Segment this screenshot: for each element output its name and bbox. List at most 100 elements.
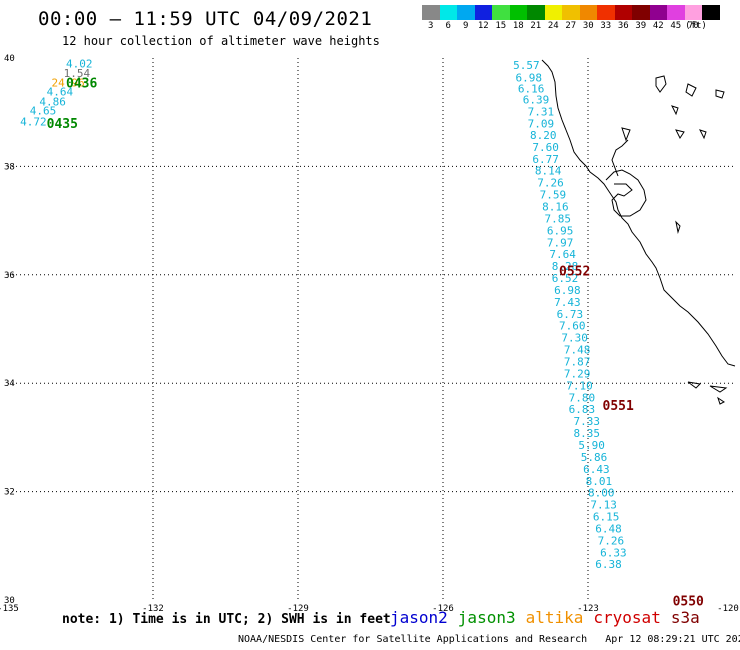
color-swatch xyxy=(457,5,475,20)
color-scale-label: 6 xyxy=(445,21,451,31)
wave-height-value: 1.54 xyxy=(64,67,91,80)
channel-island-2 xyxy=(709,385,728,393)
wave-height-value: 6.98 xyxy=(554,284,581,297)
lake-shape-2 xyxy=(685,83,697,97)
longitude-tick-label: -129 xyxy=(287,604,309,614)
lake-shape-1 xyxy=(655,75,667,93)
wave-height-value: 7.48 xyxy=(564,344,591,357)
map-subtitle: 12 hour collection of altimeter wave hei… xyxy=(62,34,380,48)
lake-shape-7 xyxy=(699,129,707,140)
color-scale-label: 21 xyxy=(530,21,542,31)
coastline xyxy=(541,59,736,405)
color-scale-label: 12 xyxy=(477,21,489,31)
wave-height-value: 7.29 xyxy=(564,367,591,380)
wave-height-value: 7.30 xyxy=(561,332,588,345)
wave-height-value: 4.72 xyxy=(20,115,47,128)
longitude-tick-label: -126 xyxy=(432,604,454,614)
wave-height-value: 7.09 xyxy=(528,118,555,131)
wave-height-value: 6.73 xyxy=(557,308,584,321)
color-swatch xyxy=(684,5,702,20)
wave-height-value: 6.43 xyxy=(583,463,610,476)
latitude-tick-label: 36 xyxy=(4,271,15,281)
satellite-name-jason2: jason2 xyxy=(390,608,448,627)
color-swatch xyxy=(579,5,597,20)
pass-time-label: 0435 xyxy=(47,117,78,132)
color-swatch xyxy=(527,5,545,20)
california-coastline xyxy=(541,59,736,367)
wave-height-value: 6.16 xyxy=(518,82,545,95)
wave-height-value: 7.80 xyxy=(569,391,596,404)
satellite-name-altika: altika xyxy=(525,608,584,627)
wave-height-color-scale xyxy=(422,5,720,20)
wave-height-value: 4.02 xyxy=(66,57,93,70)
wave-height-value: 7.26 xyxy=(598,534,625,547)
wave-height-value: 7.87 xyxy=(564,356,591,369)
wave-height-value: 5.90 xyxy=(578,439,605,452)
color-scale-unit: (ft) xyxy=(685,21,707,31)
lake-shape-5 xyxy=(621,127,631,142)
color-swatch xyxy=(649,5,667,20)
wave-height-value: 6.39 xyxy=(523,94,550,107)
color-scale-label: 30 xyxy=(582,21,594,31)
color-swatch xyxy=(422,5,440,20)
color-swatch xyxy=(439,5,457,20)
wave-height-value: 4.86 xyxy=(39,95,66,108)
wave-height-value: 8.20 xyxy=(530,129,557,142)
wave-height-value: 7.13 xyxy=(590,499,617,512)
color-scale-label: 9 xyxy=(463,21,469,31)
wave-height-value: 6.95 xyxy=(547,224,574,237)
longitude-tick-label: -123 xyxy=(577,604,599,614)
color-scale-label: 36 xyxy=(617,21,629,31)
wave-height-value: 7.59 xyxy=(540,189,567,202)
wave-height-value: 7.97 xyxy=(547,236,574,249)
satellite-legend: jason2 jason3 altika cryosat s3a xyxy=(390,608,710,627)
wave-height-value: 8.28 xyxy=(552,260,579,273)
satellite-name-cryosat: cryosat xyxy=(593,608,661,627)
wave-height-value: 5.86 xyxy=(581,451,608,464)
lake-shape-4 xyxy=(671,105,679,116)
sf-bay-outline xyxy=(605,169,647,217)
latitude-tick-label: 38 xyxy=(4,162,15,172)
color-scale-label: 70 xyxy=(687,21,699,31)
color-scale-label: 24 xyxy=(547,21,559,31)
wave-height-value: 6.33 xyxy=(600,546,627,559)
pass-time-label: 0550 xyxy=(673,595,704,610)
latitude-tick-label: 40 xyxy=(4,54,15,64)
color-swatch xyxy=(509,5,527,20)
wave-height-value: 7.85 xyxy=(545,212,572,225)
wave-height-value: 8.35 xyxy=(574,427,601,440)
delta-outline xyxy=(611,139,629,177)
wave-height-value: 7.33 xyxy=(574,415,601,428)
wave-height-value: 8.00 xyxy=(588,487,615,500)
satellite-name-s3a: s3a xyxy=(670,608,700,627)
wave-height-value: 6.48 xyxy=(595,522,622,535)
color-scale-label: 33 xyxy=(600,21,612,31)
wave-height-value: 6.98 xyxy=(516,72,543,85)
lake-shape-3 xyxy=(715,89,725,99)
wave-height-value: 6.83 xyxy=(569,403,596,416)
color-swatch xyxy=(474,5,492,20)
pass-time-label: 0552 xyxy=(559,264,590,279)
pass-time-label: 0436 xyxy=(66,76,97,91)
color-swatch xyxy=(562,5,580,20)
wave-height-value: 7.31 xyxy=(528,106,555,119)
channel-island-1 xyxy=(687,381,702,389)
color-swatch xyxy=(667,5,685,20)
wave-height-value: 8.16 xyxy=(542,201,569,214)
latitude-tick-label: 32 xyxy=(4,488,15,498)
color-swatch xyxy=(614,5,632,20)
channel-island-3 xyxy=(717,396,725,405)
wave-height-value: 7.60 xyxy=(559,320,586,333)
longitude-tick-label: -120 xyxy=(717,604,739,614)
wave-height-value: 7.64 xyxy=(549,248,576,261)
axis-tick-labels: -135 -132 -129 -126 -123 -120 40 38 36 34 32 30 xyxy=(0,54,739,614)
latitude-tick-label: 34 xyxy=(4,379,15,389)
lake-shape-6 xyxy=(675,129,685,139)
wave-height-value: 7.10 xyxy=(566,379,593,392)
color-swatch xyxy=(702,5,720,20)
color-swatch xyxy=(544,5,562,20)
color-swatch xyxy=(597,5,615,20)
wave-height-value: 7.43 xyxy=(554,296,581,309)
